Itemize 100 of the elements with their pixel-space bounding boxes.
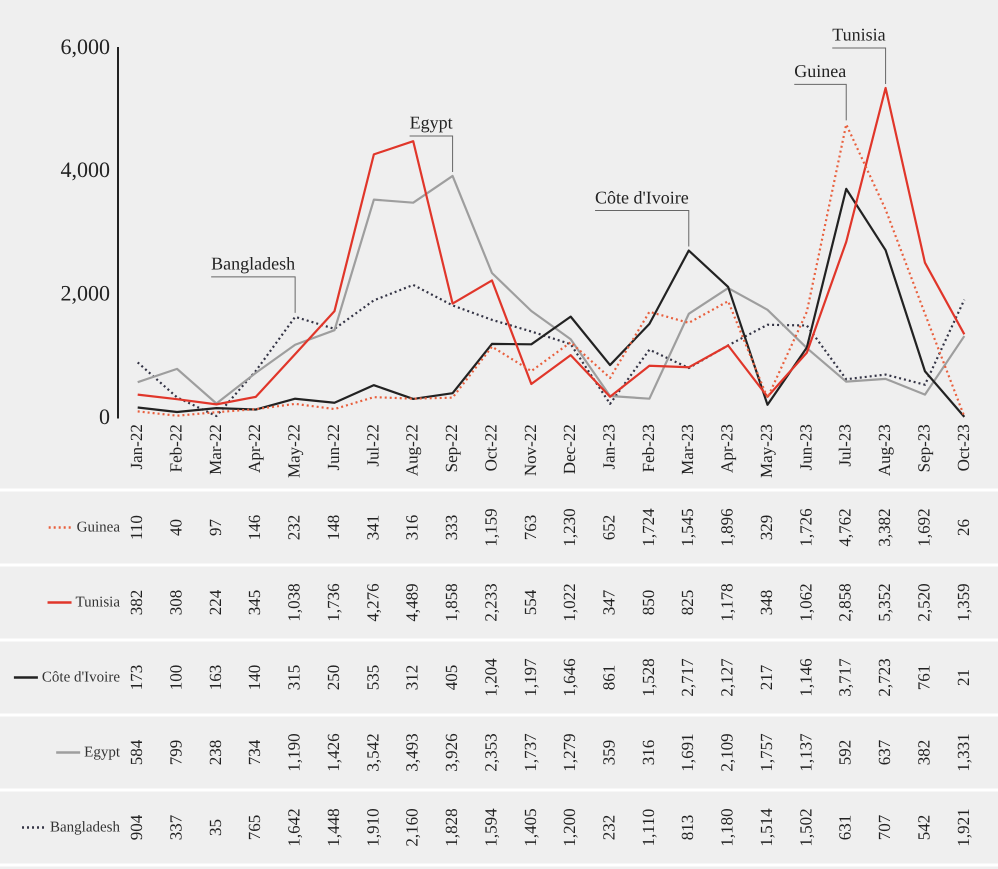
data-label: 2,717: [678, 658, 698, 697]
x-tick-label: Jan-22: [127, 424, 146, 470]
data-label: 1,642: [284, 808, 304, 847]
data-label: 1,405: [520, 808, 540, 847]
x-tick-label: Sep-23: [914, 424, 934, 472]
data-label: 637: [875, 739, 894, 766]
data-label: 1,448: [324, 808, 343, 847]
data-label: 707: [875, 814, 894, 840]
data-label: 1,545: [678, 508, 698, 547]
data-label: 3,717: [836, 658, 855, 697]
data-label: 405: [442, 664, 462, 690]
data-label: 337: [166, 814, 186, 840]
data-label: 1,692: [914, 508, 934, 547]
data-label: 1,110: [638, 808, 658, 846]
annotation: Côte d'Ivoire: [595, 187, 689, 208]
data-label: 1,757: [756, 732, 776, 772]
legend-label: Côte d'Ivoire: [42, 669, 120, 686]
data-label: 110: [127, 515, 146, 540]
data-label: 1,426: [324, 733, 343, 772]
data-label: 1,204: [481, 658, 500, 697]
data-label: 542: [914, 814, 934, 840]
legend-label: Bangladesh: [50, 819, 120, 836]
x-tick-label: Dec-22: [560, 424, 580, 474]
data-label: 861: [600, 664, 619, 690]
data-label: 5,352: [875, 583, 894, 622]
data-label: 554: [520, 589, 540, 616]
data-label: 1,921: [954, 808, 973, 847]
data-label: 1,178: [718, 583, 737, 622]
x-tick-label: Apr-22: [245, 424, 264, 473]
annotation: Guinea: [794, 61, 846, 82]
y-tick-label: 0: [99, 404, 110, 429]
data-label: 21: [954, 669, 973, 686]
data-label: 316: [638, 740, 658, 766]
data-label: 2,233: [481, 583, 500, 622]
annotation: Bangladesh: [211, 254, 296, 274]
data-label: 3,382: [875, 508, 894, 547]
data-label: 345: [245, 590, 264, 616]
data-label: 2,858: [836, 583, 855, 622]
annotation: Egypt: [410, 112, 453, 133]
x-tick-label: Oct-23: [954, 424, 973, 472]
data-label: 3,493: [402, 733, 422, 772]
data-label: 308: [166, 590, 186, 616]
legend-label: Tunisia: [76, 594, 120, 610]
data-label: 238: [206, 740, 225, 766]
y-tick-label: 2,000: [60, 280, 110, 306]
data-label: 1,726: [796, 508, 816, 547]
data-label: 799: [166, 740, 186, 766]
data-label: 1,062: [796, 583, 816, 622]
data-label: 1,724: [638, 508, 658, 547]
data-label: 26: [954, 519, 973, 536]
x-tick-label: Apr-23: [718, 424, 737, 473]
data-label: 35: [206, 819, 225, 836]
data-label: 4,489: [402, 583, 422, 622]
data-label: 316: [402, 514, 422, 540]
data-label: 1,197: [520, 658, 540, 697]
data-label: 1,279: [560, 733, 580, 772]
x-tick-label: Mar-23: [678, 424, 698, 475]
data-label: 348: [756, 590, 776, 616]
data-label: 1,528: [638, 658, 658, 697]
data-label: 140: [245, 664, 264, 690]
data-label: 1,502: [796, 808, 816, 847]
x-tick-label: Nov-22: [520, 424, 540, 476]
data-label: 584: [127, 739, 146, 766]
data-label: 1,736: [324, 583, 343, 622]
data-label: 734: [245, 739, 264, 766]
x-tick-label: Oct-22: [481, 424, 500, 472]
data-label: 148: [324, 514, 343, 540]
data-label: 1,737: [520, 732, 540, 772]
y-tick-label: 6,000: [60, 34, 110, 59]
x-tick-label: Jul-22: [363, 424, 382, 467]
data-label: 904: [127, 814, 146, 840]
data-label: 359: [600, 740, 619, 766]
data-label: 1,828: [442, 808, 462, 847]
data-label: 2,127: [718, 658, 737, 697]
x-tick-label: Feb-22: [166, 424, 186, 472]
x-tick-label: Jan-23: [600, 424, 619, 470]
data-label: 250: [324, 664, 343, 690]
data-label: 315: [284, 664, 304, 690]
data-label: 1,331: [954, 733, 973, 772]
data-label: 2,723: [875, 658, 894, 697]
data-label: 1,691: [678, 733, 698, 772]
data-label: 3,542: [363, 733, 382, 772]
data-label: 3,926: [442, 733, 462, 772]
data-label: 1,159: [481, 508, 500, 547]
data-label: 4,762: [836, 508, 855, 547]
data-label: 2,160: [402, 808, 422, 847]
x-tick-label: Sep-22: [442, 424, 462, 472]
data-label: 1,858: [442, 583, 462, 622]
data-label: 312: [402, 664, 422, 690]
line-series: [136, 284, 966, 418]
data-label: 631: [836, 814, 855, 840]
data-label: 232: [600, 814, 619, 840]
x-tick-label: Jun-23: [796, 424, 816, 470]
data-label: 1,594: [481, 808, 500, 847]
data-label: 2,353: [481, 733, 500, 772]
data-label: 97: [206, 518, 225, 536]
data-label: 100: [166, 664, 186, 690]
data-label: 333: [442, 514, 462, 540]
data-label: 4,276: [363, 583, 382, 622]
data-label: 535: [363, 664, 382, 690]
